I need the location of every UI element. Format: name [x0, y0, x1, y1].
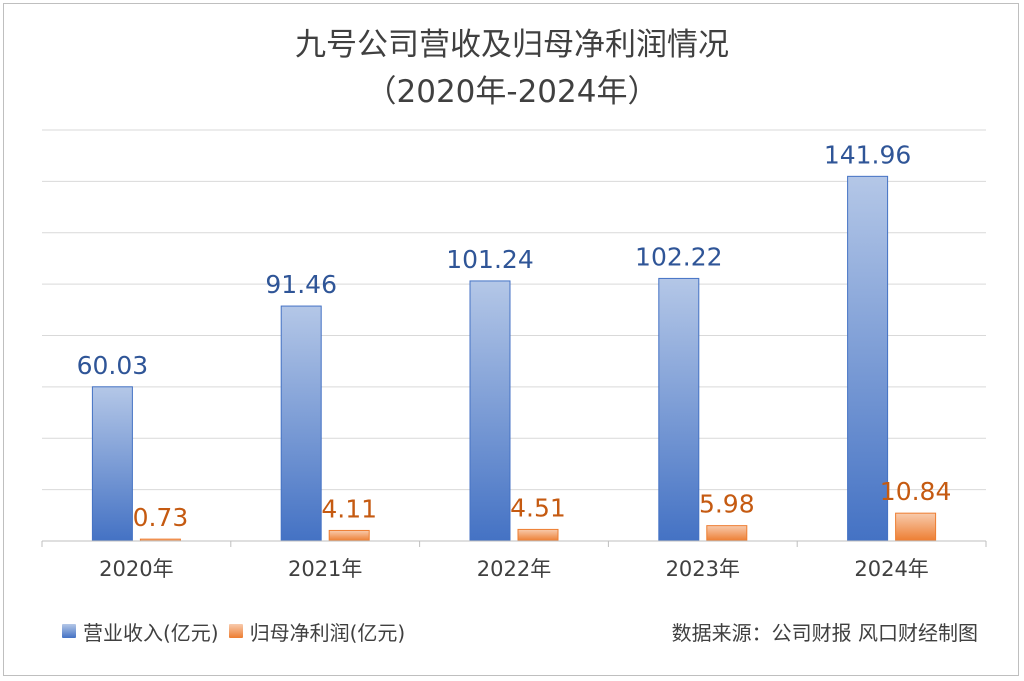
revenue-bar[interactable]	[847, 175, 889, 542]
net-profit-bar[interactable]	[517, 528, 559, 542]
net-profit-bar[interactable]	[895, 512, 937, 542]
revenue-value-label: 101.24	[446, 245, 533, 274]
revenue-value-label: 141.96	[824, 140, 911, 169]
net-profit-value-label: 5.98	[699, 490, 755, 519]
legend-item-net-profit[interactable]: 归母净利润(亿元)	[228, 617, 406, 646]
revenue-bar[interactable]	[658, 277, 700, 542]
chart-title: 九号公司营收及归母净利润情况	[295, 27, 729, 63]
revenue-value-label: 91.46	[265, 270, 337, 299]
x-tick-label: 2022年	[477, 557, 551, 581]
net-profit-value-label: 4.51	[510, 493, 566, 522]
revenue-bar[interactable]	[91, 386, 133, 542]
net-profit-bar[interactable]	[706, 525, 748, 542]
revenue-bar[interactable]	[280, 305, 322, 542]
gridlines	[42, 129, 986, 491]
legend: 营业收入(亿元) 归母净利润(亿元)	[62, 617, 415, 645]
legend-label-net-profit: 归母净利润(亿元)	[249, 620, 406, 645]
net-profit-value-label: 10.84	[880, 477, 952, 506]
chart-subtitle: （2020年-2024年）	[365, 74, 659, 110]
revenue-bar[interactable]	[469, 280, 511, 542]
x-tick-label: 2021年	[288, 557, 362, 581]
x-axis: 2020年 2021年 2022年 2023年 2024年	[41, 540, 987, 581]
net-profit-value-label: 0.73	[133, 503, 189, 532]
legend-item-revenue[interactable]: 营业收入(亿元)	[62, 617, 219, 646]
net-profit-value-label: 4.11	[321, 494, 377, 523]
value-labels: 60.03 91.46 101.24 102.22 141.96 0.73 4.11 4.51…	[77, 140, 952, 532]
x-tick-label: 2024年	[854, 557, 928, 581]
x-tick-label: 2020年	[99, 557, 173, 581]
bars	[91, 175, 937, 542]
revenue-value-label: 60.03	[77, 351, 149, 380]
x-tick-label: 2023年	[666, 557, 740, 581]
legend-swatch-net-profit	[228, 624, 243, 638]
legend-swatch-revenue	[62, 624, 76, 638]
legend-label-revenue: 营业收入(亿元)	[83, 620, 219, 645]
net-profit-bar[interactable]	[328, 529, 370, 542]
revenue-value-label: 102.22	[635, 242, 722, 271]
data-source-note: 数据来源：公司财报 风口财经制图	[671, 620, 978, 645]
